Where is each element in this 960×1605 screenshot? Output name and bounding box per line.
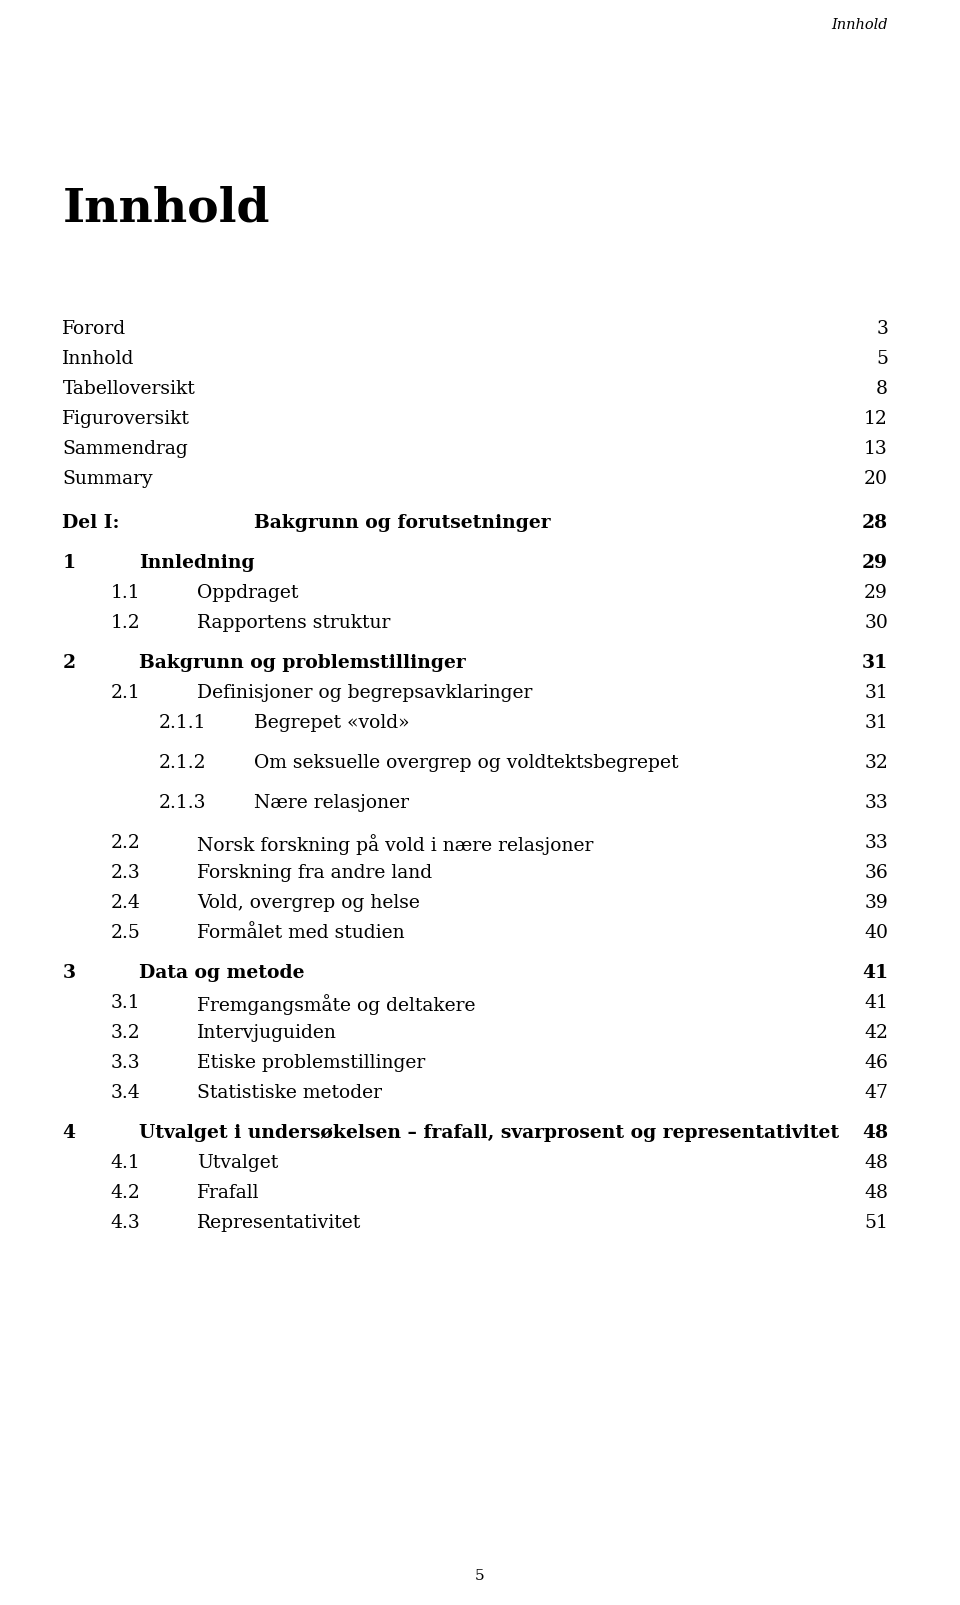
Text: 33: 33 <box>864 794 888 812</box>
Text: 29: 29 <box>862 554 888 571</box>
Text: 3: 3 <box>876 319 888 339</box>
Text: 2.5: 2.5 <box>110 924 140 942</box>
Text: Om seksuelle overgrep og voldtektsbegrepet: Om seksuelle overgrep og voldtektsbegrep… <box>254 754 679 772</box>
Text: 5: 5 <box>475 1570 485 1583</box>
Text: Innledning: Innledning <box>139 554 254 571</box>
Text: 31: 31 <box>862 653 888 672</box>
Text: 48: 48 <box>864 1154 888 1172</box>
Text: 2: 2 <box>62 653 76 672</box>
Text: 42: 42 <box>864 1024 888 1042</box>
Text: Norsk forskning på vold i nære relasjoner: Norsk forskning på vold i nære relasjone… <box>197 835 593 855</box>
Text: 2.3: 2.3 <box>110 863 140 883</box>
Text: 40: 40 <box>864 924 888 942</box>
Text: Etiske problemstillinger: Etiske problemstillinger <box>197 1054 425 1072</box>
Text: 3.1: 3.1 <box>110 993 140 1013</box>
Text: Utvalget i undersøkelsen – frafall, svarprosent og representativitet: Utvalget i undersøkelsen – frafall, svar… <box>139 1124 839 1143</box>
Text: 1.2: 1.2 <box>110 615 140 632</box>
Text: Innhold: Innhold <box>62 350 134 368</box>
Text: Utvalget: Utvalget <box>197 1154 278 1172</box>
Text: 30: 30 <box>864 615 888 632</box>
Text: 33: 33 <box>864 835 888 852</box>
Text: Vold, overgrep og helse: Vold, overgrep og helse <box>197 894 420 912</box>
Text: Bakgrunn og problemstillinger: Bakgrunn og problemstillinger <box>139 653 466 672</box>
Text: Sammendrag: Sammendrag <box>62 440 188 457</box>
Text: Data og metode: Data og metode <box>139 965 304 982</box>
Text: 20: 20 <box>864 470 888 488</box>
Text: 51: 51 <box>864 1213 888 1233</box>
Text: Intervjuguiden: Intervjuguiden <box>197 1024 337 1042</box>
Text: 13: 13 <box>864 440 888 457</box>
Text: 32: 32 <box>864 754 888 772</box>
Text: 2.2: 2.2 <box>110 835 140 852</box>
Text: 1.1: 1.1 <box>110 584 140 602</box>
Text: 3.3: 3.3 <box>110 1054 140 1072</box>
Text: 41: 41 <box>864 993 888 1013</box>
Text: 36: 36 <box>864 863 888 883</box>
Text: 4.2: 4.2 <box>110 1184 140 1202</box>
Text: Fremgangsmåte og deltakere: Fremgangsmåte og deltakere <box>197 993 475 1014</box>
Text: Representativitet: Representativitet <box>197 1213 361 1233</box>
Text: 2.1.2: 2.1.2 <box>158 754 206 772</box>
Text: 47: 47 <box>864 1083 888 1103</box>
Text: Statistiske metoder: Statistiske metoder <box>197 1083 382 1103</box>
Text: 2.1.3: 2.1.3 <box>158 794 205 812</box>
Text: 2.1.1: 2.1.1 <box>158 714 205 732</box>
Text: Begrepet «vold»: Begrepet «vold» <box>254 714 410 732</box>
Text: 4: 4 <box>62 1124 76 1143</box>
Text: 31: 31 <box>864 714 888 732</box>
Text: Figuroversikt: Figuroversikt <box>62 409 190 429</box>
Text: 41: 41 <box>862 965 888 982</box>
Text: Del I:: Del I: <box>62 514 120 531</box>
Text: Rapportens struktur: Rapportens struktur <box>197 615 390 632</box>
Text: 3.2: 3.2 <box>110 1024 140 1042</box>
Text: 3.4: 3.4 <box>110 1083 140 1103</box>
Text: 8: 8 <box>876 380 888 398</box>
Text: Forskning fra andre land: Forskning fra andre land <box>197 863 432 883</box>
Text: 3: 3 <box>62 965 76 982</box>
Text: 12: 12 <box>864 409 888 429</box>
Text: Bakgrunn og forutsetninger: Bakgrunn og forutsetninger <box>254 514 551 531</box>
Text: 4.1: 4.1 <box>110 1154 140 1172</box>
Text: Nære relasjoner: Nære relasjoner <box>254 794 409 812</box>
Text: 4.3: 4.3 <box>110 1213 140 1233</box>
Text: Innhold: Innhold <box>62 185 270 231</box>
Text: Tabelloversikt: Tabelloversikt <box>62 380 195 398</box>
Text: 2.1: 2.1 <box>110 684 140 701</box>
Text: 29: 29 <box>864 584 888 602</box>
Text: Summary: Summary <box>62 470 153 488</box>
Text: 31: 31 <box>864 684 888 701</box>
Text: Formålet med studien: Formålet med studien <box>197 924 404 942</box>
Text: 2.4: 2.4 <box>110 894 140 912</box>
Text: Oppdraget: Oppdraget <box>197 584 299 602</box>
Text: Innhold: Innhold <box>831 18 888 32</box>
Text: 1: 1 <box>62 554 76 571</box>
Text: 48: 48 <box>864 1184 888 1202</box>
Text: Definisjoner og begrepsavklaringer: Definisjoner og begrepsavklaringer <box>197 684 532 701</box>
Text: Forord: Forord <box>62 319 127 339</box>
Text: 46: 46 <box>864 1054 888 1072</box>
Text: 28: 28 <box>862 514 888 531</box>
Text: 39: 39 <box>864 894 888 912</box>
Text: 5: 5 <box>876 350 888 368</box>
Text: 48: 48 <box>862 1124 888 1143</box>
Text: Frafall: Frafall <box>197 1184 259 1202</box>
